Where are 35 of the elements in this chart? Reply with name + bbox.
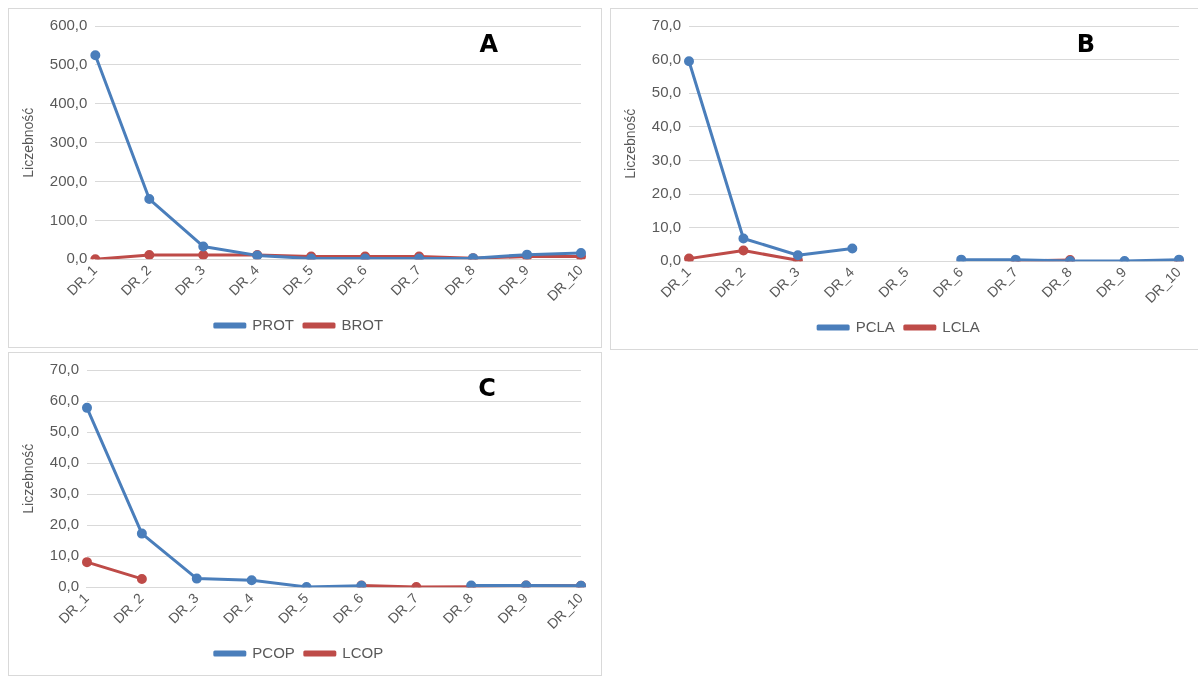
y-tick-label: 600,0 — [49, 16, 88, 34]
y-tick-label: 30,0 — [49, 484, 79, 502]
legend-label: PCLA — [855, 317, 895, 335]
y-tick-label: 0,0 — [660, 251, 681, 269]
legend-label: PROT — [252, 315, 294, 333]
y-tick-label: 50,0 — [49, 422, 79, 440]
y-tick-label: 400,0 — [49, 93, 88, 111]
y-tick-label: 10,0 — [49, 546, 79, 564]
y-tick-label: 200,0 — [49, 171, 88, 189]
y-axis-title: Liczebność — [20, 107, 37, 178]
y-tick-label: 10,0 — [651, 217, 681, 235]
y-axis-title: Liczebność — [622, 108, 639, 179]
y-tick-label: 60,0 — [651, 49, 681, 67]
y-tick-label: 300,0 — [49, 132, 88, 150]
legend-label: PCOP — [252, 643, 295, 661]
annotation: A — [479, 30, 499, 59]
y-tick-label: 70,0 — [49, 360, 79, 378]
y-tick-label: 70,0 — [651, 16, 681, 34]
y-tick-label: 0,0 — [58, 577, 79, 595]
legend-label: LCLA — [942, 317, 980, 335]
annotation: C — [478, 374, 496, 403]
y-tick-label: 50,0 — [651, 83, 681, 101]
y-tick-label: 0,0 — [66, 249, 88, 267]
y-tick-label: 30,0 — [651, 150, 681, 168]
y-tick-label: 40,0 — [49, 453, 79, 471]
annotation: B — [1076, 30, 1096, 59]
y-tick-label: 20,0 — [651, 184, 681, 202]
legend-label: LCOP — [342, 643, 384, 661]
y-tick-label: 20,0 — [49, 515, 79, 533]
legend-label: BROT — [341, 315, 384, 333]
y-tick-label: 500,0 — [49, 55, 88, 73]
y-tick-label: 60,0 — [49, 391, 79, 409]
y-tick-label: 100,0 — [49, 210, 88, 228]
y-axis-title: Liczebność — [20, 443, 37, 514]
y-tick-label: 40,0 — [651, 116, 681, 134]
